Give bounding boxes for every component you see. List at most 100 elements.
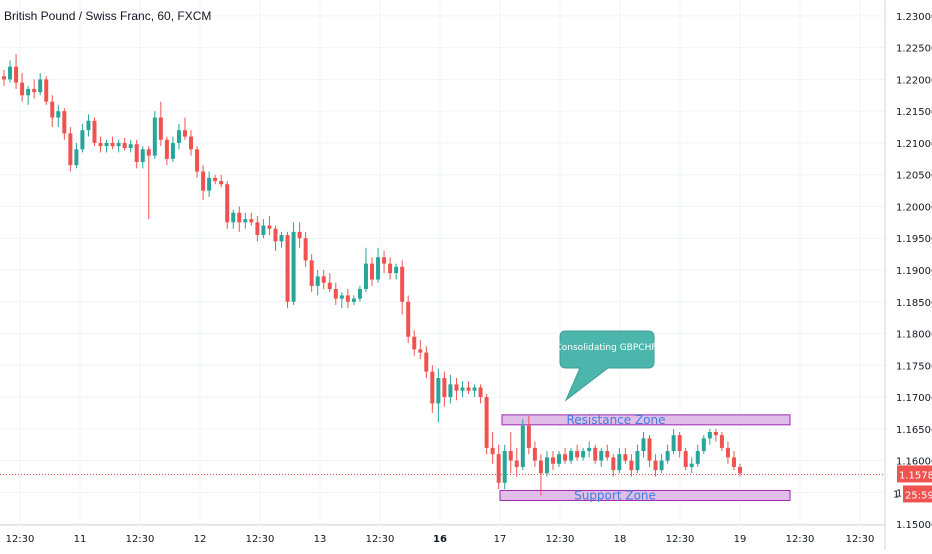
candle-body bbox=[122, 142, 127, 149]
candle-body bbox=[116, 142, 121, 147]
y-tick-label: 1.15000 bbox=[896, 520, 932, 531]
countdown-label: 25:59 bbox=[905, 490, 932, 501]
candle-body bbox=[140, 149, 145, 162]
candle-body bbox=[719, 435, 724, 448]
candle-body bbox=[671, 435, 676, 452]
candle-body bbox=[418, 349, 423, 353]
candle-body bbox=[659, 460, 664, 471]
y-tick-label: 1.22500 bbox=[896, 44, 932, 55]
candle-body bbox=[2, 76, 6, 80]
candle-body bbox=[430, 371, 435, 404]
y-tick-label: 1.19000 bbox=[896, 266, 932, 277]
candle-body bbox=[38, 79, 43, 93]
x-tick-label: 19 bbox=[734, 534, 747, 545]
countdown-box bbox=[903, 485, 932, 503]
candle-body bbox=[641, 438, 646, 452]
x-tick-label: 12:30 bbox=[246, 534, 275, 545]
candle-body bbox=[563, 454, 568, 461]
candle-body bbox=[231, 212, 236, 223]
candle-body bbox=[436, 378, 441, 404]
candle-body bbox=[32, 88, 37, 93]
candle-body bbox=[424, 352, 429, 372]
candle-body bbox=[665, 451, 670, 461]
candle-body bbox=[182, 130, 187, 137]
candle-body bbox=[339, 295, 344, 299]
candle-body bbox=[44, 79, 49, 102]
candle-body bbox=[731, 457, 736, 467]
support-zone bbox=[499, 489, 791, 501]
candle-body bbox=[725, 447, 730, 458]
x-tick-label: 13 bbox=[314, 534, 327, 545]
candle-body bbox=[442, 378, 447, 398]
candle-body bbox=[599, 451, 604, 461]
y-tick-label: 1.21500 bbox=[896, 107, 932, 118]
candle-body bbox=[653, 460, 658, 471]
chart-title: British Pound / Swiss Franc, 60, FXCM bbox=[4, 9, 212, 23]
candle-body bbox=[478, 387, 483, 398]
candle-body bbox=[98, 142, 103, 147]
candle-body bbox=[86, 120, 91, 131]
y-tick-label: 1.16000 bbox=[896, 457, 932, 468]
candle-body bbox=[255, 222, 260, 236]
candle-body bbox=[683, 451, 688, 467]
candle-body bbox=[412, 336, 417, 350]
support-zone-label: Support Zone bbox=[574, 488, 656, 502]
candle-body bbox=[26, 88, 31, 96]
candle-body bbox=[370, 263, 374, 280]
candle-body bbox=[532, 447, 537, 461]
candle-body bbox=[219, 181, 224, 185]
y-tick-label: 1.21000 bbox=[896, 139, 932, 150]
candle-body bbox=[454, 384, 459, 391]
y-tick-label: 1.19500 bbox=[896, 234, 932, 245]
candle-body bbox=[158, 117, 163, 140]
x-tick-label: 17 bbox=[494, 534, 507, 545]
candle-body bbox=[164, 139, 169, 159]
y-tick-label: 1.16500 bbox=[896, 425, 932, 436]
candle-body bbox=[677, 435, 682, 452]
candle-body bbox=[80, 130, 85, 150]
candle-body bbox=[195, 149, 200, 172]
candle-body bbox=[303, 238, 308, 261]
candle-body bbox=[611, 457, 616, 471]
current-price-box bbox=[897, 465, 932, 483]
candle-body bbox=[713, 432, 718, 436]
annotation-callout bbox=[559, 330, 655, 402]
candle-body bbox=[333, 289, 338, 299]
candle-body bbox=[569, 451, 574, 461]
candle-body bbox=[14, 66, 19, 83]
candle-body bbox=[213, 177, 218, 182]
candle-body bbox=[20, 82, 25, 96]
candle-body bbox=[297, 231, 302, 239]
candle-body bbox=[526, 425, 531, 448]
candle-body bbox=[201, 171, 206, 191]
candle-body bbox=[267, 225, 272, 229]
y-tick-label: 1.18500 bbox=[896, 298, 932, 309]
candle-body bbox=[152, 117, 157, 156]
candle-body bbox=[92, 120, 97, 143]
candle-body bbox=[695, 451, 700, 464]
candle-body bbox=[110, 142, 115, 147]
candle-body bbox=[285, 235, 290, 302]
candle-body bbox=[629, 460, 634, 471]
x-tick-label: 16 bbox=[433, 534, 447, 545]
candle-body bbox=[581, 451, 586, 458]
candle-body bbox=[176, 130, 181, 143]
x-tick-label: 12 bbox=[194, 534, 207, 545]
x-tick-label: 12:30 bbox=[786, 534, 815, 545]
candle-body bbox=[357, 289, 362, 299]
candle-body bbox=[587, 447, 592, 452]
x-tick-label: 12:30 bbox=[666, 534, 695, 545]
candle-body bbox=[623, 454, 628, 461]
candle-body bbox=[593, 447, 598, 461]
candle-body bbox=[261, 225, 266, 236]
candle-body bbox=[388, 263, 393, 274]
candle-body bbox=[460, 387, 465, 391]
candle-body bbox=[394, 266, 399, 274]
resistance-zone bbox=[501, 414, 791, 426]
candle-body bbox=[315, 276, 320, 286]
candle-body bbox=[189, 136, 194, 150]
candle-body bbox=[472, 387, 477, 391]
candle-body bbox=[225, 184, 230, 223]
candle-body bbox=[376, 257, 381, 280]
